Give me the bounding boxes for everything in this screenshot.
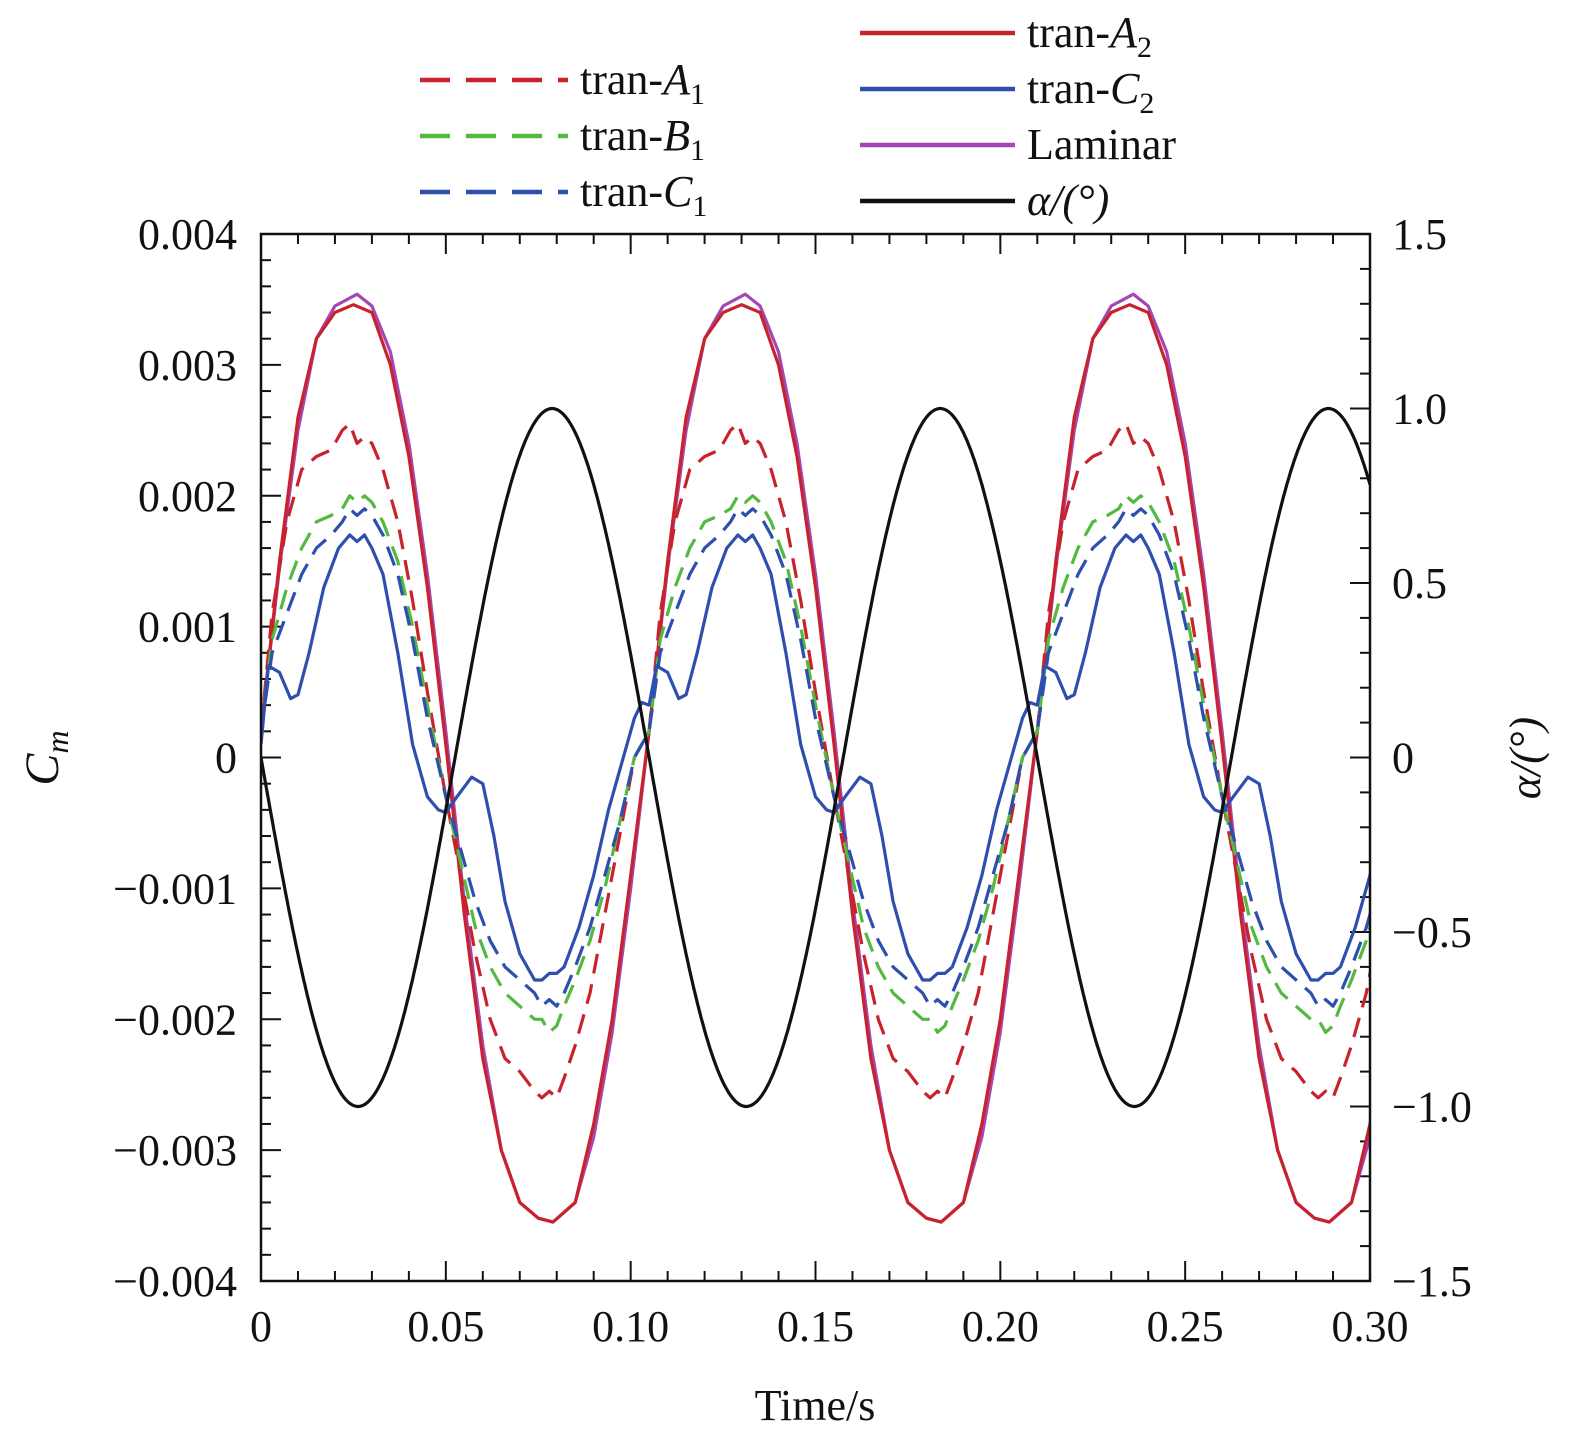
series-tran-C1 bbox=[261, 507, 1370, 1008]
y-tick-label: −0.004 bbox=[113, 1257, 237, 1306]
series-lines bbox=[261, 292, 1370, 1224]
plot-frame bbox=[259, 232, 1372, 1283]
series-tran-A1 bbox=[261, 422, 1370, 1100]
x-tick-label: 0.15 bbox=[777, 1302, 854, 1351]
series-alpha bbox=[261, 406, 1370, 1109]
legend-label-tran-C2: tran-C2 bbox=[1027, 64, 1154, 120]
y-tick-label: 0.002 bbox=[138, 472, 237, 521]
y2-tick-label: 0.5 bbox=[1392, 559, 1447, 608]
x-axis-label: Time/s bbox=[755, 1381, 876, 1430]
legend-label-tran-A2: tran-A2 bbox=[1027, 8, 1152, 64]
y-tick-label: −0.003 bbox=[113, 1126, 237, 1175]
y2-tick-label: −0.5 bbox=[1392, 908, 1472, 957]
legend-label-alpha: α/(°) bbox=[1027, 176, 1109, 225]
x-tick-label: 0.20 bbox=[962, 1302, 1039, 1351]
y2-tick-label: 0 bbox=[1392, 734, 1414, 783]
x-tick-label: 0 bbox=[250, 1302, 272, 1351]
axis-ticks bbox=[260, 233, 1371, 1282]
legend-label-laminar: Laminar bbox=[1027, 120, 1176, 169]
y-tick-label: 0.001 bbox=[138, 603, 237, 652]
y2-axis-label: α/(°) bbox=[1501, 717, 1550, 799]
x-tick-label: 0.10 bbox=[592, 1302, 669, 1351]
tick-labels: 0 0.05 0.10 0.15 0.20 0.25 0.30 0.004 0.003 0.002… bbox=[113, 210, 1472, 1351]
x-tick-label: 0.30 bbox=[1332, 1302, 1409, 1351]
y2-tick-label: 1.0 bbox=[1392, 385, 1447, 434]
y-tick-label: 0 bbox=[215, 734, 237, 783]
y2-tick-label: −1.0 bbox=[1392, 1083, 1472, 1132]
y-axis-label: Cm bbox=[16, 730, 75, 785]
y2-tick-label: 1.5 bbox=[1392, 210, 1447, 259]
x-tick-label: 0.25 bbox=[1147, 1302, 1224, 1351]
legend-label-tran-B1: tran-B1 bbox=[580, 111, 705, 167]
y-tick-label: 0.003 bbox=[138, 341, 237, 390]
y-tick-label: −0.001 bbox=[113, 864, 237, 913]
legend-label-tran-A1: tran-A1 bbox=[580, 55, 705, 111]
series-tran-A2 bbox=[261, 303, 1370, 1224]
y-tick-label: 0.004 bbox=[138, 210, 237, 259]
y2-tick-label: −1.5 bbox=[1392, 1257, 1472, 1306]
legend-label-tran-C1: tran-C1 bbox=[580, 167, 707, 223]
y-tick-label: −0.002 bbox=[113, 995, 237, 1044]
x-tick-label: 0.05 bbox=[407, 1302, 484, 1351]
